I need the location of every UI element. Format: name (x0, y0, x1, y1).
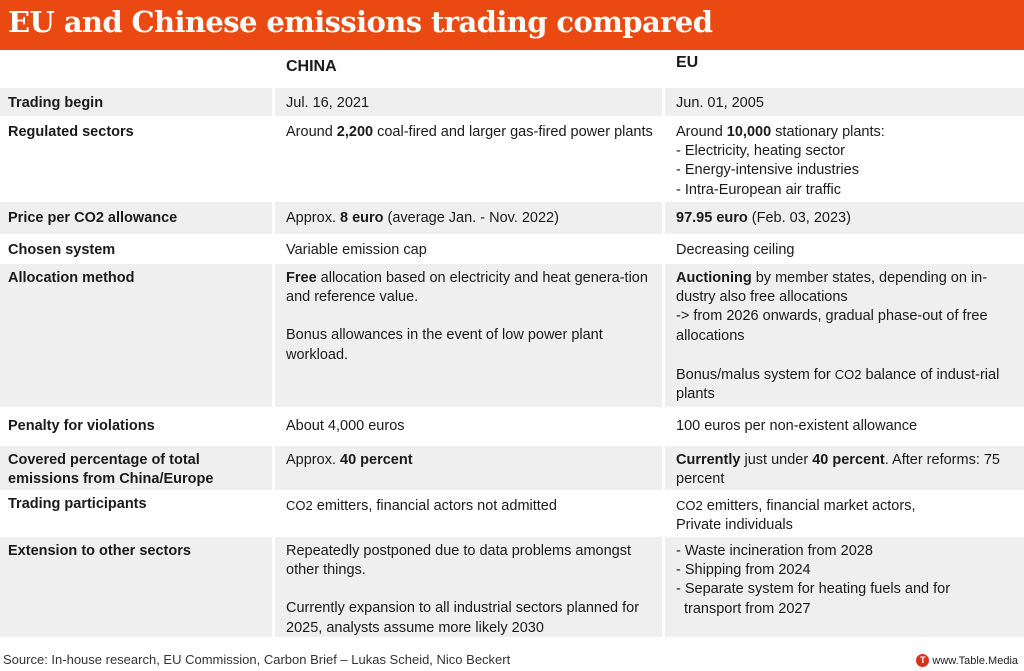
row-trading-participants: Trading participants CO2 emitters, finan… (0, 492, 1024, 536)
china-value: Jul. 16, 2021 (275, 88, 662, 116)
source-note: Source: In-house research, EU Commission… (3, 652, 511, 667)
eu-value: Jun. 01, 2005 (665, 88, 1024, 116)
list-item: - Electricity, heating sector (676, 143, 845, 160)
row-label: Penalty for violations (8, 418, 155, 434)
eu-value: - Waste incineration from 2028 - Shippin… (665, 537, 1024, 637)
list-item: - Separate system for heating fuels and … (676, 581, 951, 598)
row-trading-begin: Trading begin Jul. 16, 2021 Jun. 01, 200… (0, 88, 1024, 116)
table-media-logo-icon: T (916, 654, 930, 667)
eu-value: Around 10,000 stationary plants: - Elect… (665, 118, 1024, 202)
row-label: Trading begin (0, 88, 272, 116)
title-bar: EU and Chinese emissions trading compare… (0, 0, 1024, 50)
list-item: - Shipping from 2024 (676, 562, 811, 579)
row-label: Trading participants (8, 496, 147, 512)
brand-link[interactable]: www.Table.Media (932, 654, 1018, 667)
brand[interactable]: T www.Table.Media (916, 654, 1018, 667)
eu-value: 97.95 euro (Feb. 03, 2023) (665, 202, 1024, 234)
row-label: Price per CO2 allowance (0, 202, 272, 234)
china-value: Repeatedly postponed due to data problem… (275, 537, 662, 637)
eu-value: Decreasing ceiling (676, 242, 795, 258)
list-item: - Intra-European air traffic (676, 181, 841, 198)
row-extension: Extension to other sectors Repeatedly po… (0, 537, 1024, 637)
china-value: Variable emission cap (286, 242, 427, 258)
column-header-china: CHINA (286, 58, 337, 75)
row-label: Allocation method (0, 264, 272, 407)
china-value: Around 2,200 coal-fired and larger gas-f… (286, 124, 653, 140)
china-value: CO2 emitters, financial actors not admit… (286, 498, 557, 514)
row-price: Price per CO2 allowance Approx. 8 euro (… (0, 202, 1024, 234)
china-value: Approx. 8 euro (average Jan. - Nov. 2022… (275, 202, 662, 234)
row-label: Chosen system (8, 242, 116, 258)
row-covered-percentage: Covered percentage of total emissions fr… (0, 446, 1024, 490)
china-value: About 4,000 euros (286, 418, 405, 434)
page-title: EU and Chinese emissions trading compare… (8, 5, 713, 39)
row-label: Extension to other sectors (0, 537, 272, 637)
row-label: Regulated sectors (8, 124, 134, 140)
eu-value: 100 euros per non-existent allowance (676, 418, 918, 434)
row-penalty: Penalty for violations About 4,000 euros… (0, 412, 1024, 444)
china-value: Free allocation based on electricity and… (275, 264, 662, 407)
row-regulated-sectors: Regulated sectors Around 2,200 coal-fire… (0, 118, 1024, 202)
eu-value: Currently just under 40 percent. After r… (665, 446, 1024, 490)
list-item: - Energy-intensive industries (676, 162, 859, 179)
list-item: - Waste incineration from 2028 (676, 543, 873, 559)
china-value: Approx. 40 percent (275, 446, 662, 490)
eu-value: CO2 emitters, financial market actors, P… (676, 498, 916, 534)
row-chosen-system: Chosen system Variable emission cap Decr… (0, 236, 1024, 264)
row-label: Covered percentage of total emissions fr… (0, 446, 272, 490)
row-allocation-method: Allocation method Free allocation based … (0, 264, 1024, 407)
column-header-eu: EU (676, 54, 699, 71)
eu-value: Auctioning by member states, depending o… (665, 264, 1024, 407)
